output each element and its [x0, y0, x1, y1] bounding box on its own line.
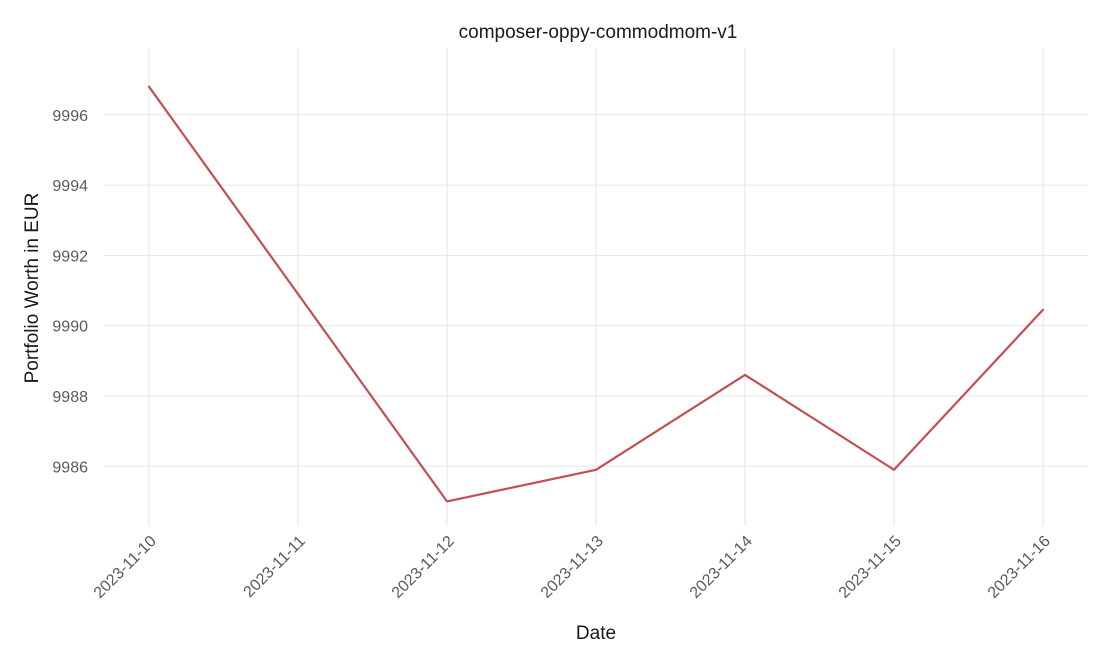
y-axis-ticks: 9986 9988 9990 9992 9994 9996: [52, 108, 88, 476]
x-tick-label: 2023-11-13: [538, 533, 607, 602]
y-tick-label: 9996: [52, 108, 88, 125]
y-tick-label: 9986: [52, 459, 88, 476]
x-tick-label: 2023-11-10: [91, 533, 160, 602]
chart-title: composer-oppy-commodmom-v1: [459, 22, 738, 43]
x-tick-label: 2023-11-11: [241, 533, 309, 601]
y-tick-label: 9992: [52, 248, 88, 265]
series-layer: [147, 85, 1045, 503]
y-tick-label: 9988: [52, 389, 88, 406]
grid: [104, 48, 1088, 526]
x-tick-label: 2023-11-12: [389, 533, 458, 602]
x-tick-label: 2023-11-14: [687, 533, 756, 602]
x-axis-ticks: 2023-11-10 2023-11-11 2023-11-12 2023-11-13…: [91, 533, 1054, 602]
y-tick-label: 9994: [52, 178, 88, 195]
x-axis-title: Date: [576, 623, 616, 644]
x-tick-label: 2023-11-15: [836, 533, 905, 602]
series-line: [147, 85, 1045, 503]
y-axis-title: Portfolio Worth in EUR: [22, 193, 43, 384]
x-tick-label: 2023-11-16: [985, 533, 1054, 602]
y-tick-label: 9990: [52, 319, 88, 336]
